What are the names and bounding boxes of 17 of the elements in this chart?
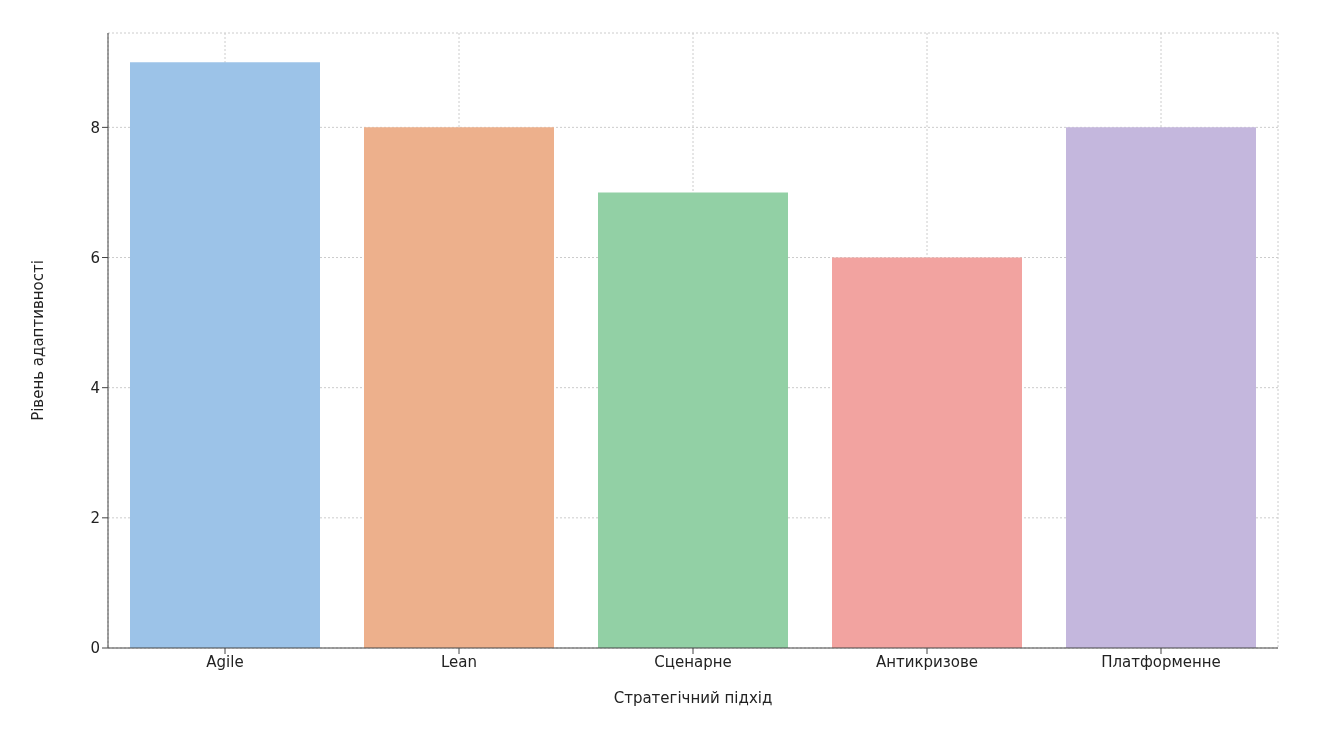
x-tick-label: Lean xyxy=(440,652,478,671)
bar xyxy=(832,257,1022,648)
x-tick-label: Антикризове xyxy=(875,652,979,671)
y-tick-label: 8 xyxy=(90,118,100,137)
y-tick-label: 4 xyxy=(90,379,100,398)
x-tick-label: Agile xyxy=(206,652,244,671)
bar xyxy=(364,127,554,648)
x-axis-title: Стратегічний підхід xyxy=(613,689,773,707)
x-tick-label: Сценарне xyxy=(654,652,732,671)
y-tick-label: 0 xyxy=(90,639,100,658)
y-axis-title: Рівень адаптивності xyxy=(29,260,48,421)
y-tick-label: 2 xyxy=(90,509,100,528)
bar xyxy=(598,192,788,648)
y-tick-label: 6 xyxy=(90,248,100,267)
bar xyxy=(130,62,320,648)
bar xyxy=(1066,127,1256,648)
x-tick-label: Платформенне xyxy=(1101,652,1221,671)
